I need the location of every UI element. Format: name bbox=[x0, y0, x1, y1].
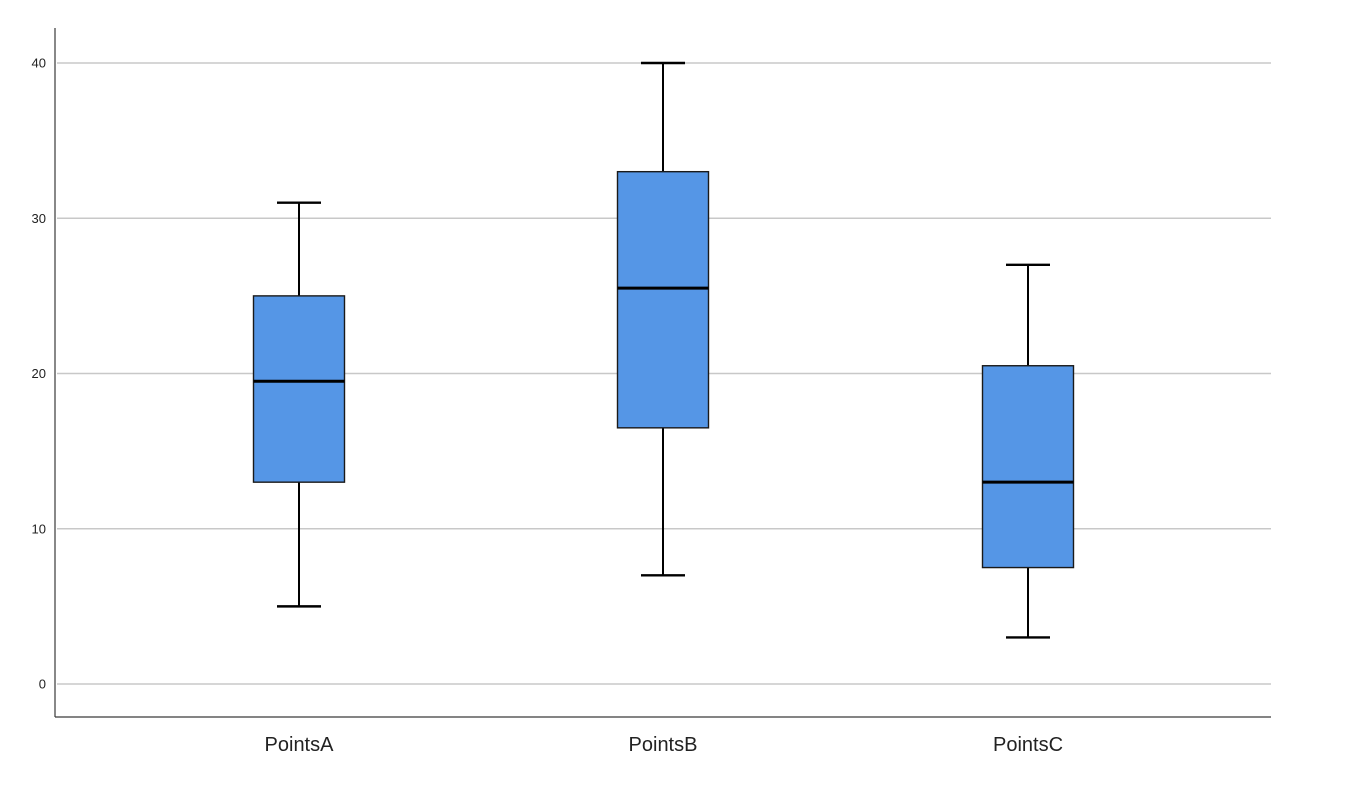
box-group-PointsB bbox=[616, 61, 710, 577]
y-tick-label-20: 20 bbox=[32, 366, 46, 381]
x-tick-label-PointsB: PointsB bbox=[629, 734, 698, 756]
box-layer bbox=[252, 61, 1075, 639]
y-tick-label-30: 30 bbox=[32, 211, 46, 226]
iqr-box bbox=[981, 365, 1075, 569]
y-tick-labels: 0 10 20 30 40 bbox=[32, 56, 46, 692]
axis-layer bbox=[54, 28, 1271, 718]
box-group-PointsA bbox=[252, 201, 346, 608]
y-tick-label-40: 40 bbox=[32, 56, 46, 71]
iqr-box bbox=[616, 170, 710, 429]
x-tick-label-PointsC: PointsC bbox=[993, 734, 1063, 756]
box-group-PointsC bbox=[981, 263, 1075, 639]
x-tick-labels: PointsA PointsB PointsC bbox=[265, 734, 1063, 756]
y-tick-label-10: 10 bbox=[32, 521, 46, 536]
iqr-box bbox=[252, 295, 346, 483]
x-tick-label-PointsA: PointsA bbox=[265, 734, 335, 756]
y-tick-label-0: 0 bbox=[39, 677, 46, 692]
